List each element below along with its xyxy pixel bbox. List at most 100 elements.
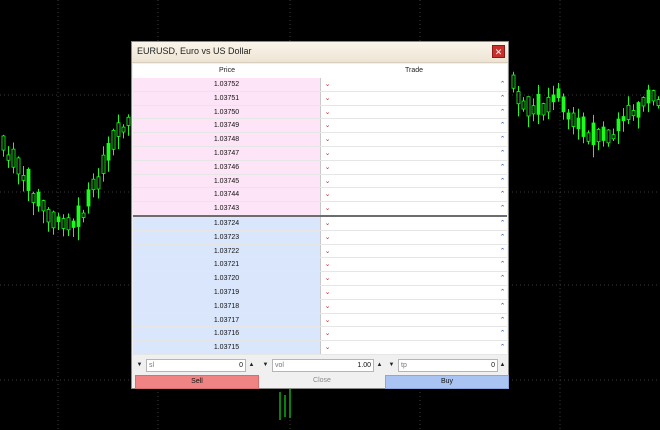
- buy-chevron-icon[interactable]: ⌃: [499, 94, 506, 102]
- buy-chevron-icon[interactable]: ⌃: [499, 247, 506, 255]
- sell-chevron-icon[interactable]: ⌄: [324, 94, 331, 102]
- buy-chevron-icon[interactable]: ⌃: [499, 220, 506, 227]
- price-cell: 1.03717: [133, 313, 321, 327]
- buy-chevron-icon[interactable]: ⌃: [499, 275, 506, 283]
- vol-increase-arrow-icon[interactable]: ▲: [376, 362, 383, 368]
- sell-chevron-icon[interactable]: ⌄: [324, 261, 331, 269]
- sell-chevron-icon[interactable]: ⌄: [324, 316, 331, 324]
- price-cell: 1.03718: [133, 299, 321, 313]
- sell-chevron-icon[interactable]: ⌄: [324, 163, 331, 171]
- spread-divider: [133, 215, 507, 217]
- bid-price-row: 1.03720 ⌄ ⌃: [133, 272, 507, 286]
- buy-chevron-icon[interactable]: ⌃: [499, 330, 506, 338]
- price-cell: 1.03721: [133, 258, 321, 272]
- price-cell: 1.03746: [133, 160, 321, 174]
- tp-decrease-arrow-icon[interactable]: ▼: [388, 362, 395, 368]
- price-cell: 1.03751: [133, 91, 321, 105]
- sell-chevron-icon[interactable]: ⌄: [324, 136, 331, 144]
- ask-price-row: 1.03744 ⌄ ⌃: [133, 188, 507, 203]
- sell-chevron-icon[interactable]: ⌄: [324, 205, 331, 213]
- buy-chevron-icon[interactable]: ⌃: [499, 191, 506, 199]
- tp-field[interactable]: tp 0: [398, 359, 498, 372]
- buy-chevron-icon[interactable]: ⌃: [499, 108, 506, 116]
- buy-chevron-icon[interactable]: ⌃: [499, 150, 506, 157]
- buy-chevron-icon[interactable]: ⌃: [499, 205, 506, 213]
- sell-chevron-icon[interactable]: ⌄: [324, 150, 331, 157]
- sell-chevron-icon[interactable]: ⌄: [324, 220, 331, 227]
- sl-label: sl: [149, 362, 155, 369]
- bid-price-row: 1.03723 ⌄ ⌃: [133, 230, 507, 245]
- ask-price-row: 1.03747 ⌄ ⌃: [133, 147, 507, 161]
- depth-of-market-grid: Price Trade 1.03752 ⌄ ⌃ 1.03751 ⌄ ⌃ 1.03750 ⌄ ⌃ 1…: [133, 64, 507, 355]
- sell-chevron-icon[interactable]: ⌄: [324, 81, 331, 88]
- order-controls: ▼ sl 0 ▲ ▼ vol 1.00 ▲ ▼ tp 0 ▲: [133, 359, 507, 373]
- title-bar[interactable]: EURUSD, Euro vs US Dollar ✕: [132, 42, 508, 63]
- buy-chevron-icon[interactable]: ⌃: [499, 177, 506, 185]
- close-position-button[interactable]: Close: [261, 375, 383, 387]
- price-cell: 1.03747: [133, 147, 321, 160]
- sell-chevron-icon[interactable]: ⌄: [324, 233, 331, 241]
- price-cell: 1.03750: [133, 105, 321, 119]
- buy-chevron-icon[interactable]: ⌃: [499, 81, 506, 88]
- ask-price-row: 1.03752 ⌄ ⌃: [133, 78, 507, 92]
- tp-increase-arrow-icon[interactable]: ▲: [499, 362, 506, 368]
- bid-price-row: 1.03718 ⌄ ⌃: [133, 299, 507, 314]
- buy-chevron-icon[interactable]: ⌃: [499, 233, 506, 241]
- ask-price-row: 1.03745 ⌄ ⌃: [133, 174, 507, 189]
- price-cell: 1.03722: [133, 244, 321, 258]
- sell-chevron-icon[interactable]: ⌄: [324, 122, 331, 130]
- bid-price-row: 1.03719 ⌄ ⌃: [133, 286, 507, 300]
- buy-chevron-icon[interactable]: ⌃: [499, 344, 506, 352]
- sell-button[interactable]: Sell: [135, 375, 259, 389]
- bid-price-row: 1.03715 ⌄ ⌃: [133, 341, 507, 355]
- action-buttons: Sell Close Buy: [133, 375, 509, 389]
- buy-chevron-icon[interactable]: ⌃: [499, 261, 506, 269]
- sell-chevron-icon[interactable]: ⌄: [324, 330, 331, 338]
- sell-chevron-icon[interactable]: ⌄: [324, 289, 331, 296]
- grid-header: Price Trade: [133, 64, 507, 78]
- price-column-header: Price: [219, 67, 235, 74]
- window-title: EURUSD, Euro vs US Dollar: [137, 46, 252, 56]
- ask-price-row: 1.03751 ⌄ ⌃: [133, 91, 507, 106]
- price-cell: 1.03719: [133, 286, 321, 299]
- sl-value: 0: [239, 362, 243, 369]
- price-cell: 1.03744: [133, 188, 321, 202]
- bid-price-row: 1.03721 ⌄ ⌃: [133, 258, 507, 273]
- ask-price-row: 1.03748 ⌄ ⌃: [133, 133, 507, 147]
- buy-chevron-icon[interactable]: ⌃: [499, 302, 506, 310]
- vol-field[interactable]: vol 1.00: [272, 359, 374, 372]
- buy-chevron-icon[interactable]: ⌃: [499, 122, 506, 130]
- ask-price-row: 1.03750 ⌄ ⌃: [133, 105, 507, 120]
- buy-chevron-icon[interactable]: ⌃: [499, 289, 506, 296]
- bid-price-row: 1.03724 ⌄ ⌃: [133, 217, 507, 231]
- sell-chevron-icon[interactable]: ⌄: [324, 108, 331, 116]
- price-cell: 1.03745: [133, 174, 321, 188]
- price-cell: 1.03716: [133, 327, 321, 341]
- vol-decrease-arrow-icon[interactable]: ▼: [262, 362, 269, 368]
- price-cell: 1.03720: [133, 272, 321, 285]
- vol-value: 1.00: [357, 362, 371, 369]
- ask-price-row: 1.03743 ⌄ ⌃: [133, 202, 507, 216]
- sl-increase-arrow-icon[interactable]: ▲: [248, 362, 255, 368]
- sell-chevron-icon[interactable]: ⌄: [324, 191, 331, 199]
- price-cell: 1.03743: [133, 202, 321, 215]
- price-cell: 1.03749: [133, 119, 321, 133]
- sell-chevron-icon[interactable]: ⌄: [324, 247, 331, 255]
- buy-button[interactable]: Buy: [385, 375, 509, 389]
- sell-chevron-icon[interactable]: ⌄: [324, 275, 331, 283]
- sl-field[interactable]: sl 0: [146, 359, 246, 372]
- price-cell: 1.03748: [133, 133, 321, 146]
- sell-chevron-icon[interactable]: ⌄: [324, 302, 331, 310]
- close-window-button[interactable]: ✕: [492, 45, 505, 58]
- buy-chevron-icon[interactable]: ⌃: [499, 136, 506, 144]
- trade-column-header: Trade: [404, 67, 424, 74]
- buy-chevron-icon[interactable]: ⌃: [499, 316, 506, 324]
- price-cell: 1.03715: [133, 341, 321, 354]
- sl-decrease-arrow-icon[interactable]: ▼: [136, 362, 143, 368]
- one-click-trading-dialog: EURUSD, Euro vs US Dollar ✕ Price Trade …: [131, 41, 509, 389]
- bid-price-row: 1.03722 ⌄ ⌃: [133, 244, 507, 259]
- buy-chevron-icon[interactable]: ⌃: [499, 163, 506, 171]
- sell-chevron-icon[interactable]: ⌄: [324, 344, 331, 352]
- sell-chevron-icon[interactable]: ⌄: [324, 177, 331, 185]
